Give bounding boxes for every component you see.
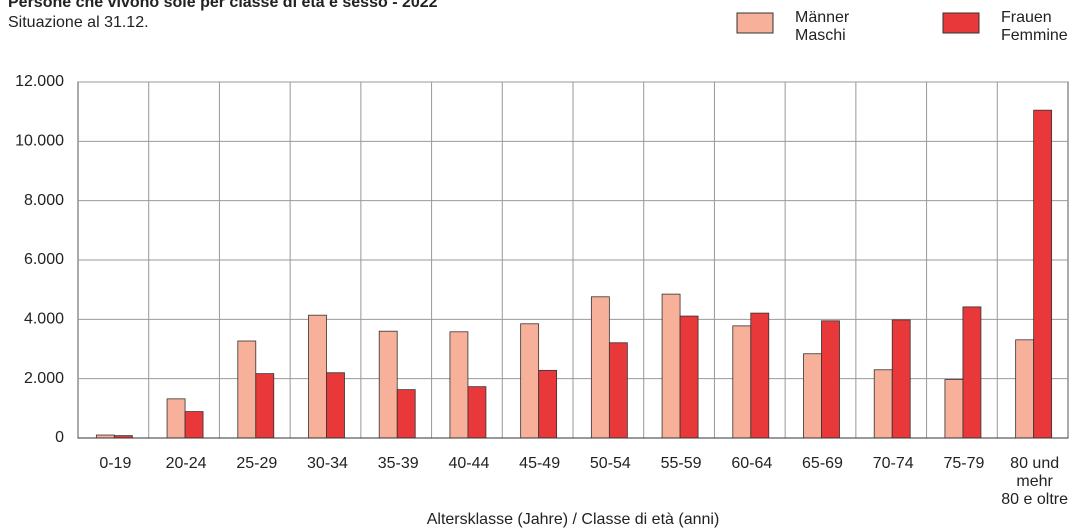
legend-label: Frauen Femmine: [1001, 9, 1068, 44]
bar: [590, 296, 610, 439]
y-tick-label: 6.000: [24, 251, 64, 268]
x-tick-label: 0-19: [99, 455, 131, 472]
x-tick-label: 60-64: [731, 455, 772, 472]
chart-subtitle: Situazione al 31.12.: [8, 14, 149, 31]
bar: [166, 398, 186, 439]
legend-swatch: [736, 12, 774, 34]
bar: [750, 312, 770, 439]
x-tick-label: 20-24: [166, 455, 207, 472]
legend-label: Männer Maschi: [795, 9, 850, 44]
bar: [608, 342, 628, 439]
bar: [821, 320, 840, 439]
y-tick-label: 8.000: [24, 192, 64, 209]
y-tick-label: 4.000: [24, 311, 64, 328]
x-tick-label: 30-34: [307, 455, 348, 472]
bar: [962, 306, 982, 439]
bar: [732, 325, 752, 439]
x-tick-label: 80 und mehr 80 e oltre: [1001, 455, 1068, 508]
x-tick-label: 55-59: [661, 455, 702, 472]
x-tick-label: 70-74: [873, 455, 914, 472]
bar: [449, 331, 469, 439]
x-axis-label: Altersklasse (Jahre) / Classe di età (an…: [427, 511, 720, 528]
bar: [891, 319, 911, 439]
bar: [184, 411, 204, 439]
x-tick-label: 35-39: [378, 455, 419, 472]
bar: [326, 372, 345, 439]
legend-swatch: [942, 12, 980, 34]
bar: [944, 379, 964, 439]
bar: [538, 369, 558, 439]
bar: [378, 330, 398, 439]
bar: [679, 315, 699, 439]
y-tick-label: 0: [55, 429, 64, 446]
bar: [308, 314, 327, 439]
bar: [803, 353, 822, 439]
bar: [255, 373, 275, 439]
bar: [1015, 339, 1035, 439]
bar: [467, 386, 487, 439]
x-tick-label: 75-79: [943, 455, 984, 472]
bar: [396, 389, 416, 439]
x-tick-label: 40-44: [448, 455, 489, 472]
chart-title: Persone che vivono sole per classe di et…: [8, 0, 438, 11]
bar: [237, 340, 257, 439]
x-tick-label: 50-54: [590, 455, 631, 472]
x-tick-label: 65-69: [802, 455, 843, 472]
x-tick-label: 45-49: [519, 455, 560, 472]
y-tick-label: 2.000: [24, 370, 64, 387]
bar: [520, 323, 540, 439]
x-tick-label: 25-29: [236, 455, 277, 472]
y-tick-label: 10.000: [15, 133, 64, 150]
bar: [873, 369, 893, 439]
y-tick-label: 12.000: [15, 73, 64, 90]
bar: [1033, 109, 1053, 439]
bar: [661, 293, 681, 439]
